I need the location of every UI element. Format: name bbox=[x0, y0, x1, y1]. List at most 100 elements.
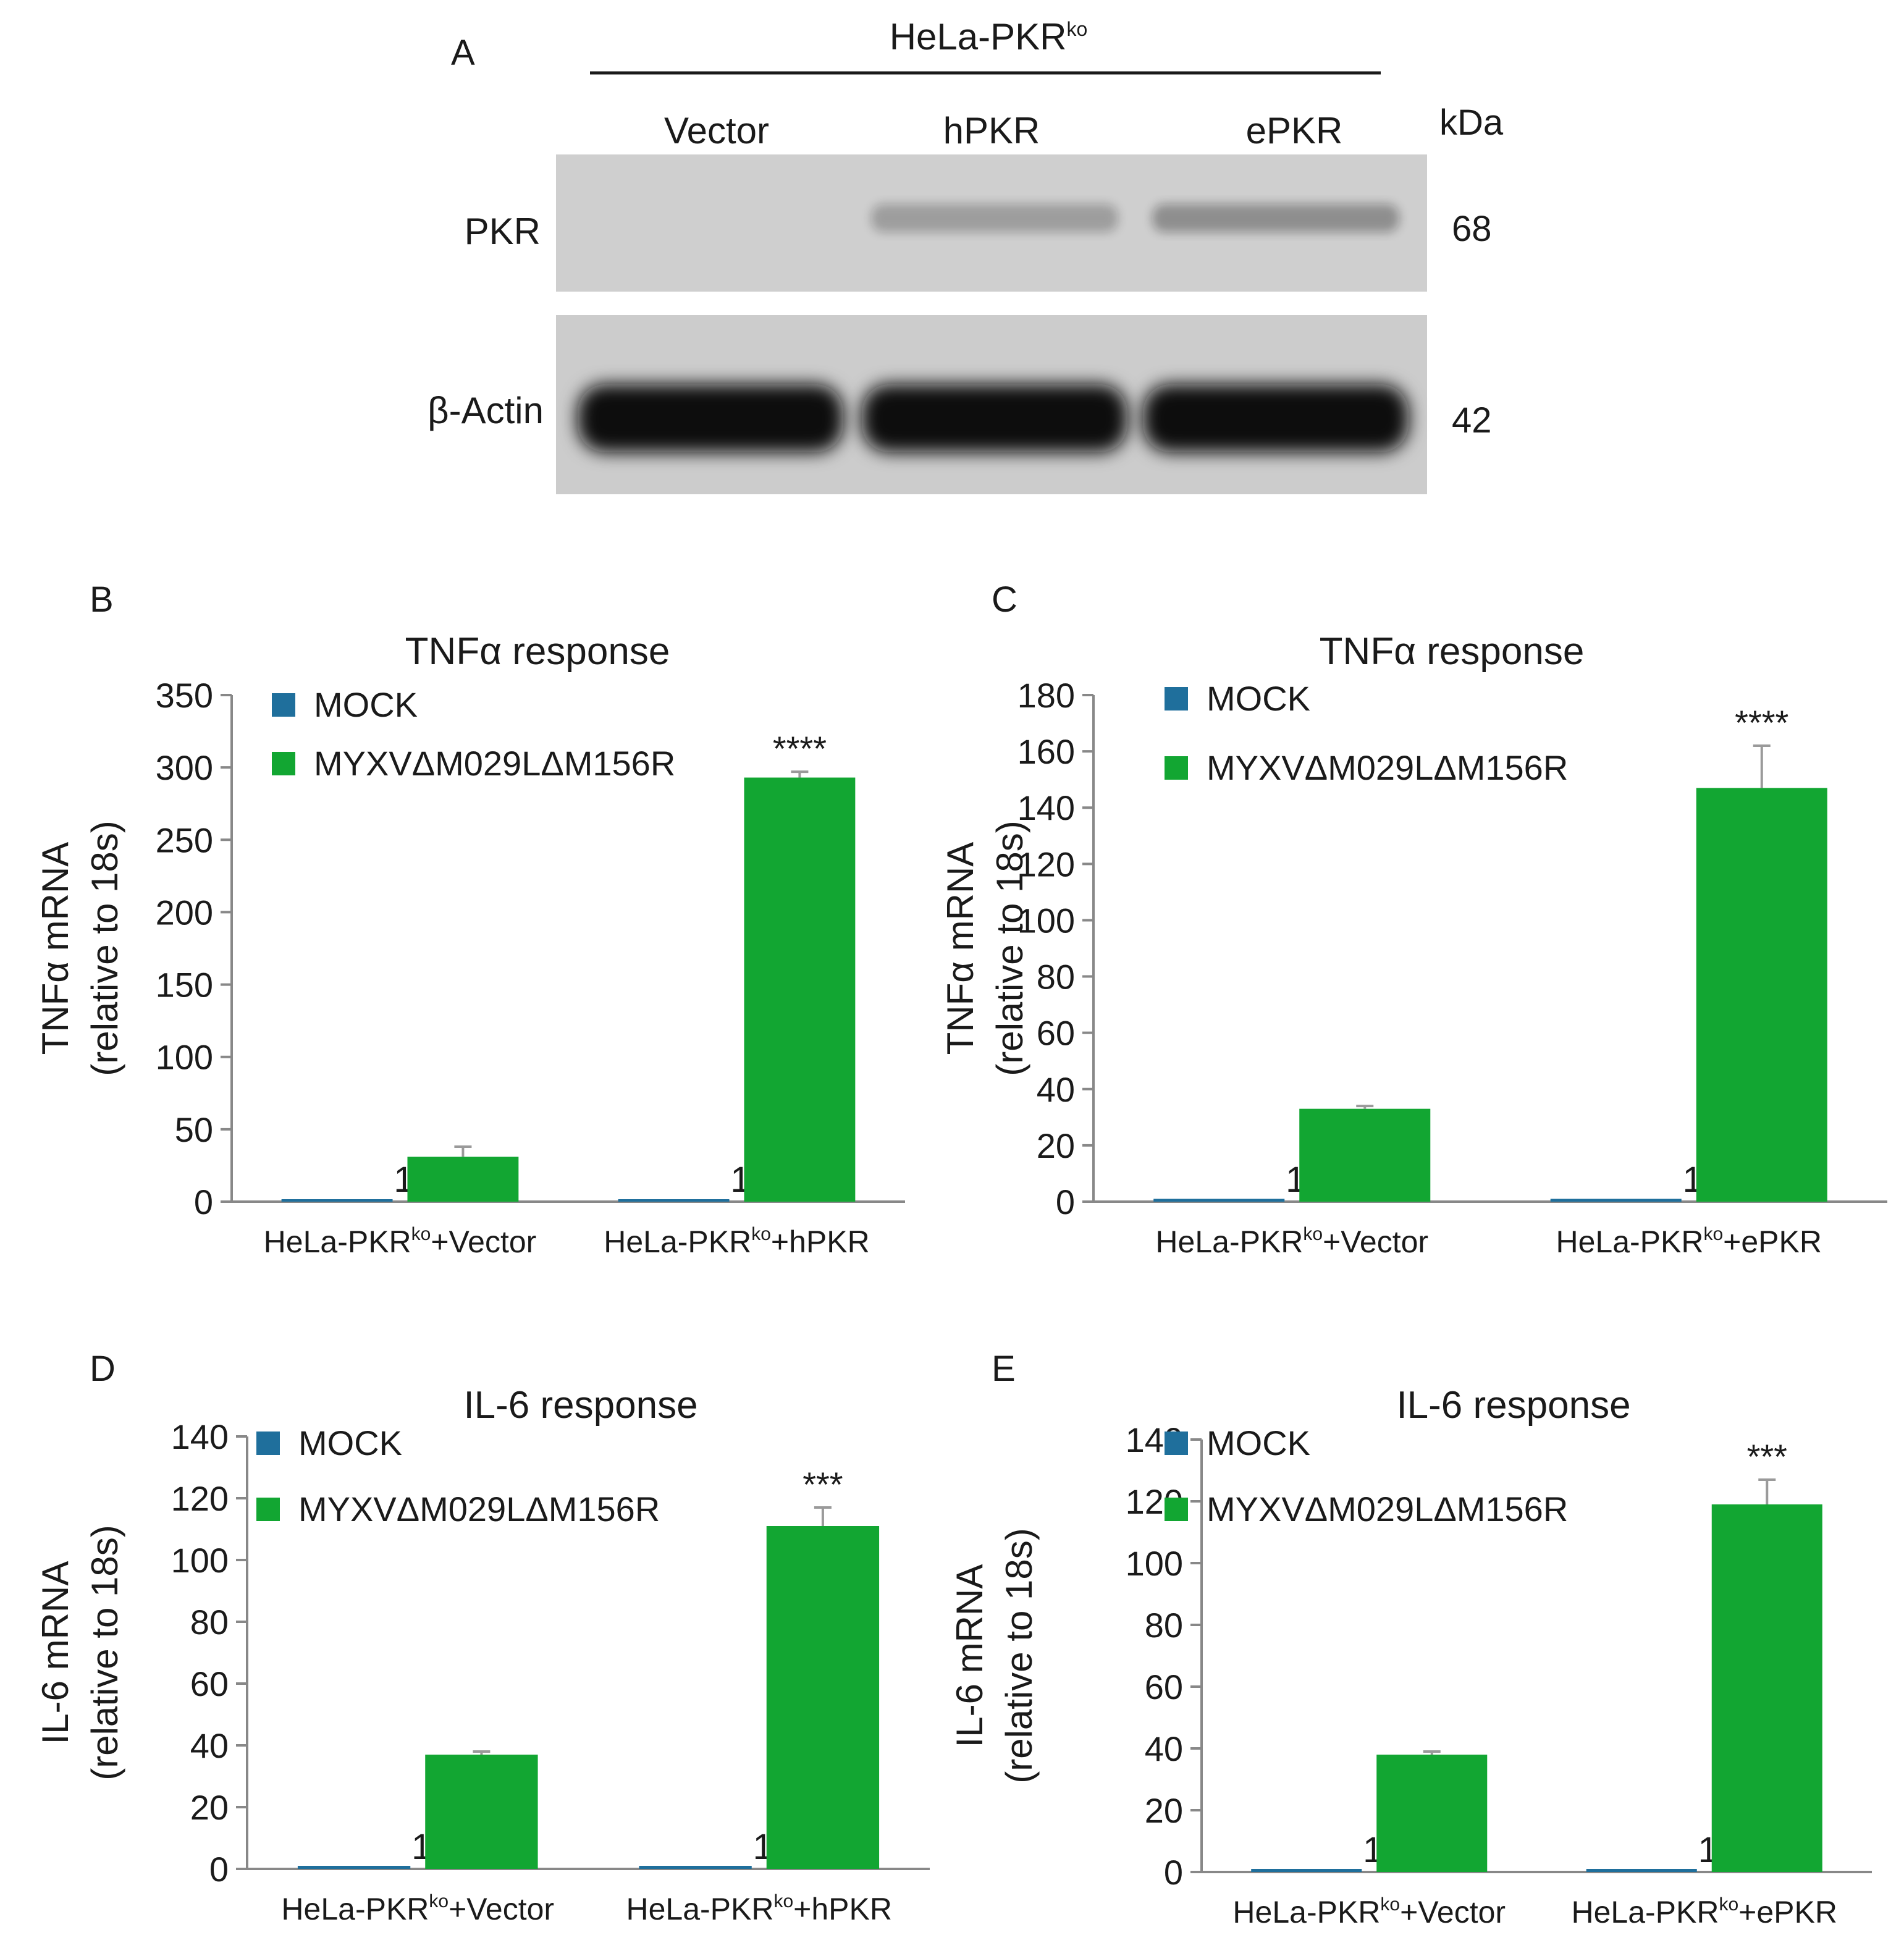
x-category-label-suffix: +Vector bbox=[1400, 1895, 1506, 1929]
legend-label-mock: MOCK bbox=[298, 1423, 402, 1462]
y-tick-label: 80 bbox=[190, 1603, 229, 1642]
x-category-label: HeLa-PKRko+ePKR bbox=[1556, 1224, 1822, 1259]
blot-row-label-actin: β-Actin bbox=[428, 390, 544, 431]
legend-label-myxv: MYXVΔM029LΔM156R bbox=[298, 1490, 660, 1528]
y-axis-label-units: (relative to 18s) bbox=[989, 820, 1030, 1076]
x-category-label-main: HeLa-PKR bbox=[1232, 1895, 1380, 1929]
bar-myxv-2 bbox=[1711, 1504, 1822, 1872]
significance-stars: **** bbox=[1735, 703, 1788, 742]
lane-label-vector: Vector bbox=[664, 110, 769, 151]
cell-line-header: HeLa-PKRko bbox=[890, 16, 1088, 57]
pkr-band-2 bbox=[871, 204, 1118, 232]
legend-swatch-myxv bbox=[1165, 1498, 1188, 1521]
panel-d-chart: D IL-6 response 0 20 40 60 80 100 120 140 IL-6 mRN… bbox=[35, 1349, 930, 1926]
y-tick-label: 100 bbox=[156, 1038, 213, 1077]
blot-actin-bands bbox=[578, 384, 1409, 452]
y-axis-label: IL-6 mRNA bbox=[949, 1564, 990, 1748]
y-tick-label: 60 bbox=[1145, 1668, 1183, 1706]
y-tick-label: 180 bbox=[1017, 676, 1075, 715]
x-category-label-sup: ko bbox=[751, 1224, 771, 1244]
y-tick-label: 300 bbox=[156, 748, 213, 787]
y-axis-label-units: (relative to 18s) bbox=[84, 820, 125, 1076]
bar-myxv-1 bbox=[1299, 1108, 1431, 1202]
x-category-label-sup: ko bbox=[1719, 1894, 1738, 1915]
panel-a-western-blot: A HeLa-PKRko Vector hPKR ePKR kDa PKR 68… bbox=[428, 16, 1504, 494]
x-category-label-sup: ko bbox=[1303, 1224, 1323, 1244]
y-tick-label: 100 bbox=[1126, 1544, 1183, 1583]
x-category-label-main: HeLa-PKR bbox=[1155, 1225, 1303, 1259]
bar-mock-2 bbox=[618, 1199, 730, 1202]
y-tick-label: 40 bbox=[1037, 1070, 1075, 1109]
y-tick-label: 80 bbox=[1037, 958, 1075, 997]
blot-kda-actin: 42 bbox=[1452, 400, 1492, 441]
y-tick-label: 20 bbox=[1145, 1791, 1183, 1830]
x-category-label-main: HeLa-PKR bbox=[604, 1225, 751, 1259]
pkr-band-3 bbox=[1152, 204, 1399, 232]
x-category-label: HeLa-PKRko+ePKR bbox=[1571, 1894, 1837, 1929]
x-category-label-suffix: +ePKR bbox=[1723, 1225, 1822, 1259]
bar-mock-2 bbox=[639, 1866, 752, 1869]
y-tick-label: 80 bbox=[1145, 1606, 1183, 1645]
bar-mock-1 bbox=[1251, 1869, 1362, 1872]
legend-swatch-myxv bbox=[256, 1498, 280, 1521]
y-tick-label: 20 bbox=[1037, 1126, 1075, 1165]
y-tick-label: 0 bbox=[1164, 1853, 1183, 1892]
y-tick-label: 250 bbox=[156, 820, 213, 859]
y-tick-label: 40 bbox=[1145, 1729, 1183, 1768]
x-category-label: HeLa-PKRko+Vector bbox=[281, 1891, 554, 1926]
x-category-label-sup: ko bbox=[1703, 1224, 1723, 1244]
panel-a-letter: A bbox=[451, 33, 475, 73]
x-category-label-sup: ko bbox=[429, 1891, 449, 1912]
x-category-label-suffix: +Vector bbox=[449, 1892, 554, 1926]
panel-letter: E bbox=[992, 1349, 1016, 1389]
legend-label-mock: MOCK bbox=[1207, 1423, 1310, 1462]
bar-mock-1 bbox=[1153, 1199, 1285, 1202]
x-category-label: HeLa-PKRko+Vector bbox=[1155, 1224, 1428, 1259]
y-axis-label-units: (relative to 18s) bbox=[998, 1528, 1040, 1784]
x-category-label-suffix: +Vector bbox=[1323, 1225, 1428, 1259]
y-tick-label: 140 bbox=[1017, 788, 1075, 827]
legend-label-mock: MOCK bbox=[314, 685, 418, 724]
x-category-label-suffix: +hPKR bbox=[793, 1892, 892, 1926]
x-category-label-sup: ko bbox=[773, 1891, 793, 1912]
panel-letter: C bbox=[992, 580, 1017, 620]
bar-myxv-2 bbox=[766, 1526, 880, 1869]
x-category-label-main: HeLa-PKR bbox=[264, 1225, 411, 1259]
x-category-label-suffix: +Vector bbox=[431, 1225, 536, 1259]
legend-label-mock: MOCK bbox=[1207, 679, 1310, 718]
x-category-label-main: HeLa-PKR bbox=[1571, 1895, 1719, 1929]
legend-swatch-myxv bbox=[272, 752, 295, 775]
panel-b-chart: B TNFα response 0 50 100 150 200 250 300 350 TNFα … bbox=[35, 580, 905, 1259]
x-category-label-suffix: +hPKR bbox=[771, 1225, 870, 1259]
bar-myxv-1 bbox=[407, 1157, 519, 1202]
y-tick-label: 60 bbox=[1037, 1014, 1075, 1053]
lane-label-hpkr: hPKR bbox=[943, 110, 1040, 151]
y-tick-label: 20 bbox=[190, 1788, 229, 1827]
y-axis-label: IL-6 mRNA bbox=[35, 1561, 76, 1745]
y-tick-label: 60 bbox=[190, 1664, 229, 1703]
y-tick-label: 0 bbox=[209, 1850, 229, 1889]
x-category-label-suffix: +ePKR bbox=[1738, 1895, 1837, 1929]
chart-title: TNFα response bbox=[405, 630, 670, 673]
actin-band-2 bbox=[862, 384, 1127, 452]
panel-c-chart: C TNFα response 0 20 40 60 80 100 120 140 160 180 TN… bbox=[940, 580, 1887, 1259]
actin-band-3 bbox=[1143, 384, 1409, 452]
y-axis-label: TNFα mRNA bbox=[35, 842, 76, 1055]
legend-label-myxv: MYXVΔM029LΔM156R bbox=[1207, 1490, 1568, 1528]
y-tick-label: 100 bbox=[1017, 901, 1075, 940]
x-category-label-sup: ko bbox=[1380, 1894, 1400, 1915]
actin-band-1 bbox=[578, 384, 843, 452]
x-category-label: HeLa-PKRko+Vector bbox=[264, 1224, 537, 1259]
significance-stars: **** bbox=[773, 729, 827, 768]
x-category-label-main: HeLa-PKR bbox=[1556, 1225, 1703, 1259]
y-tick-label: 40 bbox=[190, 1726, 229, 1765]
x-category-label-main: HeLa-PKR bbox=[281, 1892, 429, 1926]
chart-title: IL-6 response bbox=[463, 1384, 697, 1427]
legend-swatch-mock bbox=[272, 693, 295, 717]
y-tick-label: 120 bbox=[1017, 845, 1075, 883]
x-category-label: HeLa-PKRko+hPKR bbox=[626, 1891, 892, 1926]
chart-title: IL-6 response bbox=[1396, 1384, 1630, 1427]
y-tick-label: 160 bbox=[1017, 732, 1075, 771]
